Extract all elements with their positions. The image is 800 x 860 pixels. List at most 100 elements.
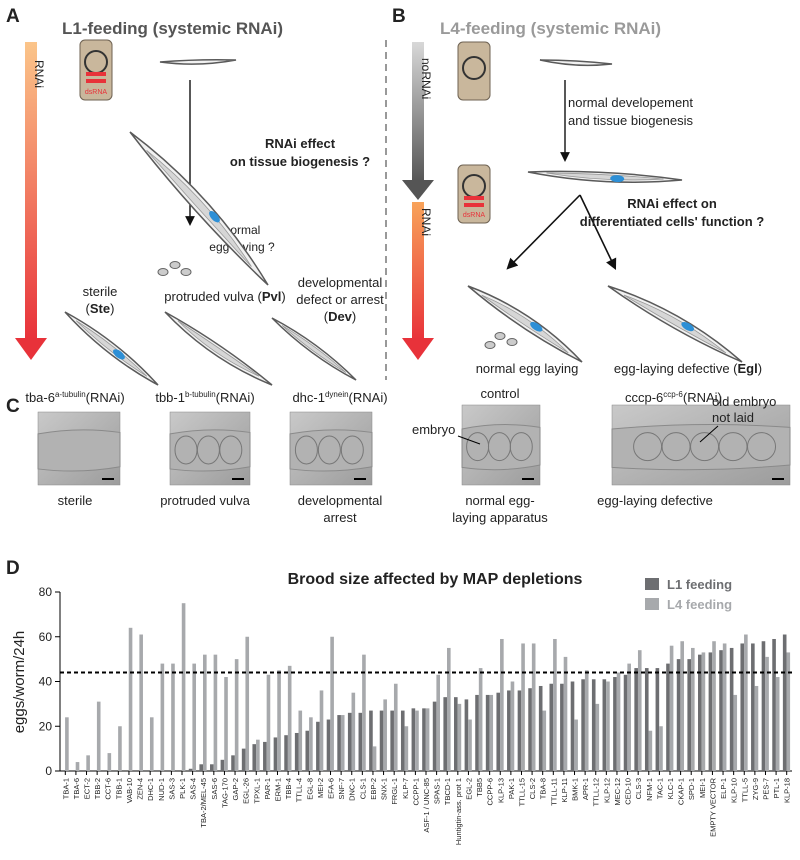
suffix: (RNAi) [683, 390, 722, 405]
x-tick-label: APR-1 [581, 778, 590, 800]
bar [383, 699, 387, 771]
gene: tba-6 [25, 390, 55, 405]
egg [494, 332, 506, 340]
bar [701, 652, 706, 771]
bar [595, 703, 600, 771]
bar [203, 654, 207, 771]
gradient-arrow [402, 42, 434, 360]
y-tick-label: 80 [39, 585, 53, 599]
bar [330, 636, 334, 771]
x-tick-label: GAP-2 [231, 778, 240, 801]
bar [722, 643, 727, 771]
caption-line: laying apparatus [452, 510, 548, 525]
worm-body [75, 320, 148, 377]
worm [64, 311, 159, 386]
worm [164, 311, 273, 386]
bar [740, 643, 745, 771]
bar [210, 764, 214, 771]
bar [616, 672, 621, 771]
x-tick-label: FRGL-1 [390, 778, 399, 805]
x-tick-label: TBA-8 [539, 778, 548, 799]
bar [362, 654, 366, 771]
bar [118, 726, 122, 771]
bar [637, 650, 642, 771]
egg [157, 268, 169, 276]
x-tick-label: DNC-1 [348, 778, 357, 801]
bar [712, 641, 716, 771]
x-tick-label: CLS-2 [528, 778, 537, 799]
caption-line: normal egg- [465, 493, 534, 508]
x-tick-label: PES-7 [761, 778, 770, 800]
bar [719, 650, 723, 771]
x-tick-label: TBB5 [475, 778, 484, 797]
annotation: old embryo not laid [712, 394, 776, 425]
bar [415, 710, 419, 771]
annotation: normal developement and tissue biogenesis [568, 95, 694, 128]
worm [271, 317, 357, 381]
bar [517, 690, 522, 771]
bar [542, 710, 547, 771]
x-tick-label: ASF-1 / UNC-85 [422, 778, 431, 833]
bar [139, 634, 143, 771]
caption-line: arrest [323, 510, 357, 525]
bar [644, 668, 649, 771]
arrow-label: RNAi [32, 60, 46, 88]
x-tick-label: DHC-1 [146, 778, 155, 801]
x-tick-label: TBB-2 [93, 778, 102, 799]
bar [96, 701, 101, 771]
pointer [457, 435, 481, 445]
arrow-label: noRNAi [419, 58, 433, 99]
bar [613, 677, 617, 771]
bacteria-icon [457, 41, 491, 224]
bar [369, 710, 373, 771]
x-tick-label: TBA-6 [72, 778, 81, 799]
bar [160, 663, 165, 771]
bar [256, 739, 260, 771]
worm-body [481, 294, 569, 354]
bar [337, 715, 341, 771]
bar [107, 753, 112, 771]
micrograph-tissue [37, 429, 121, 472]
question: RNAi effect on tissue biogenesis ? [230, 136, 370, 169]
x-tick-label: SAS-4 [189, 778, 198, 800]
y-tick-label: 40 [39, 675, 53, 689]
bar [284, 735, 288, 771]
worm [527, 170, 683, 183]
bar [400, 710, 405, 771]
bar [574, 719, 578, 771]
x-tick-label: KLP-18 [783, 778, 792, 803]
bar [192, 663, 197, 771]
y-axis-label: eggs/worm/24h [11, 631, 28, 734]
x-tick-label: CCPP-1 [411, 778, 420, 806]
x-tick-label: MEI-2 [316, 778, 325, 798]
micrograph-cell [747, 432, 777, 462]
x-tick-label: PLK-1 [178, 778, 187, 799]
bar [220, 759, 225, 771]
bar [309, 717, 313, 771]
micrograph-tissue [611, 424, 791, 471]
bar [432, 701, 437, 771]
caption-line: egg-laying defective [597, 493, 713, 508]
bar [422, 708, 426, 771]
bar [75, 762, 80, 771]
vulva [209, 211, 220, 223]
bar [528, 688, 532, 771]
caption: egg-laying defective [597, 493, 713, 508]
bar [485, 694, 490, 771]
x-tick-label: SPD-1 [687, 778, 696, 800]
bar [676, 659, 681, 771]
gene: tbb-1 [155, 390, 185, 405]
x-tick-label: EGL-8 [305, 778, 314, 800]
gene: dhc-1 [292, 390, 325, 405]
x-tick-label: Huntigtin-ass. prot 1 [454, 778, 463, 845]
worm [129, 131, 269, 286]
bar [606, 681, 610, 771]
bar [507, 690, 511, 771]
bar [454, 697, 458, 771]
egg [484, 341, 496, 349]
bar [634, 668, 638, 771]
phenotype: protruded vulva (Pvl) [164, 289, 285, 304]
x-tick-label: TTLL-4 [295, 778, 304, 802]
worm-body [146, 150, 252, 267]
x-tick-label: ZYG-9 [751, 778, 760, 800]
